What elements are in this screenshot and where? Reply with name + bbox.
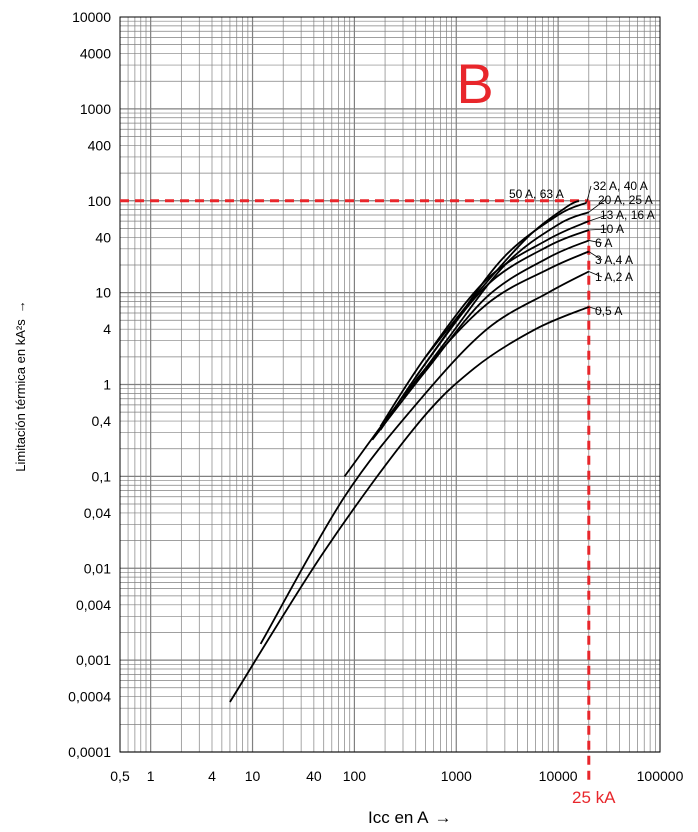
reference-label: 25 kA — [572, 788, 616, 807]
series-labels: 0,5 A 1 A,2 A 3 A,4 A 6 A10 A13 A, 16 A20 A… — [509, 179, 655, 318]
y-tick-label: 1 — [103, 377, 111, 393]
series-label-1-a-2-a: 1 A,2 A — [595, 270, 633, 284]
y-tick-label: 0,0004 — [68, 689, 111, 705]
x-tick-labels: 0,5 1 4 10 40 100 1000 10000 100000 — [110, 768, 683, 784]
plot-frame — [119, 16, 661, 753]
y-tick-label: 4 — [103, 321, 111, 337]
series-label-0-5-a: 0,5 A — [595, 304, 622, 318]
y-tick-label: 0,0001 — [68, 744, 111, 760]
curve-6-a — [371, 239, 590, 441]
leader-0-5-a — [588, 306, 603, 312]
series-label-10-a: 10 A — [600, 222, 624, 236]
leader-6-a — [588, 240, 603, 244]
y-tick-label: 100 — [88, 193, 112, 209]
y-tick-labels: 10000 4000 1000 400 100 40 10 4 1 0,4 0,1 0,04 0,01 0… — [68, 9, 111, 760]
y-tick-label: 1000 — [80, 101, 111, 117]
x-axis-title: Icc en A — [368, 808, 429, 827]
x-tick-label: 10000 — [539, 768, 578, 784]
curve-20-a-25-a — [402, 211, 590, 400]
leader-13-a-16-a — [588, 214, 608, 222]
x-tick-label: 10 — [245, 768, 261, 784]
curves — [229, 199, 590, 703]
curve-1-a-2-a — [259, 270, 590, 645]
x-tick-label: 1 — [147, 768, 155, 784]
y-tick-label: 0,001 — [76, 652, 111, 668]
y-tick-label: 0,04 — [84, 505, 111, 521]
leader-32-a-40-a — [586, 185, 592, 203]
curve-32-a-40-a — [414, 201, 587, 378]
x-tick-label: 40 — [306, 768, 322, 784]
y-axis-label: Limitación térmica en kA²s → — [13, 300, 28, 471]
y-axis-arrow: → — [13, 300, 28, 313]
y-tick-label: 0,01 — [84, 560, 111, 576]
x-tick-label: 100000 — [637, 768, 684, 784]
x-tick-label: 0,5 — [110, 768, 130, 784]
series-label-13-a-16-a: 13 A, 16 A — [600, 208, 655, 222]
y-tick-label: 10 — [95, 285, 111, 301]
x-tick-label: 100 — [343, 768, 367, 784]
x-tick-label: 4 — [208, 768, 216, 784]
x-axis-arrow: → — [434, 808, 451, 827]
leader-1-a-2-a — [588, 271, 603, 278]
curve-3-a-4-a — [343, 250, 590, 477]
y-tick-label: 400 — [88, 137, 112, 153]
curve-0-5-a — [229, 306, 590, 703]
series-label-20-a-25-a: 20 A, 25 A — [598, 193, 653, 207]
series-label-32-a-40-a: 32 A, 40 A — [593, 179, 648, 193]
y-tick-label: 40 — [95, 229, 111, 245]
series-label-6-a: 6 A — [595, 236, 612, 250]
y-tick-label: 0,4 — [92, 413, 112, 429]
x-axis-label: Icc en A → — [368, 808, 451, 827]
series-label-3-a-4-a: 3 A,4 A — [595, 253, 633, 267]
y-tick-label: 0,004 — [76, 597, 111, 613]
annotation-letter: B — [456, 52, 493, 115]
y-tick-label: 0,1 — [92, 468, 112, 484]
series-label-50-a-63-a: 50 A, 63 A — [509, 187, 564, 201]
reference-lines — [120, 199, 591, 782]
leader-10-a — [588, 228, 608, 231]
x-tick-label: 1000 — [441, 768, 472, 784]
y-axis-title: Limitación térmica en kA²s — [13, 319, 28, 472]
leader-3-a-4-a — [588, 251, 603, 261]
leader-20-a-25-a — [588, 199, 606, 213]
curve-50-a-63-a — [424, 199, 580, 358]
grid — [119, 17, 660, 753]
y-tick-label: 4000 — [80, 46, 111, 62]
y-tick-label: 10000 — [72, 9, 111, 25]
